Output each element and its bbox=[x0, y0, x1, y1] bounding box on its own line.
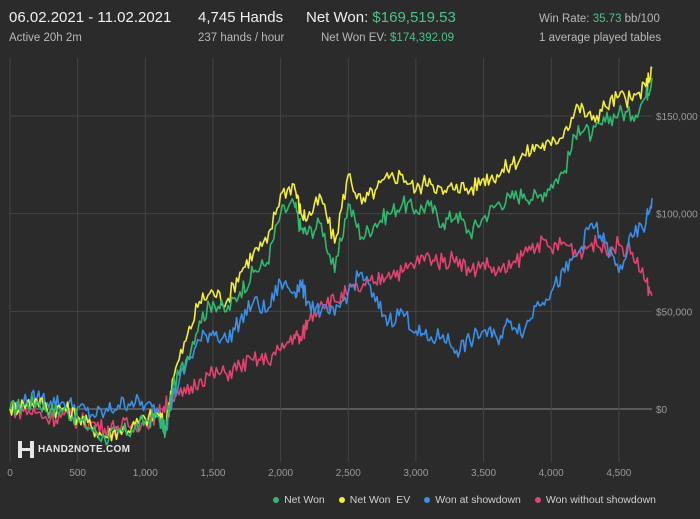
win-rate-unit: bb/100 bbox=[621, 13, 660, 25]
legend-item-won-at-showdown[interactable]: Won at showdown bbox=[424, 494, 521, 506]
y-tick-label: $150,000 bbox=[656, 112, 698, 123]
hands-count: 4,745 Hands bbox=[198, 9, 284, 26]
x-tick-label: 3,000 bbox=[403, 468, 428, 479]
legend-label-net-won: Net Won bbox=[284, 494, 325, 506]
x-tick-label: 0 bbox=[7, 468, 13, 479]
net-won-label: Net Won: bbox=[306, 9, 373, 26]
net-won-ev-value: $174,392.09 bbox=[390, 32, 454, 44]
win-rate: Win Rate: 35.73 bb/100 bbox=[539, 13, 660, 25]
series-won-at-showdown bbox=[9, 197, 653, 435]
legend-label-won-at-showdown: Won at showdown bbox=[435, 494, 521, 506]
net-won-ev-label: Net Won EV: bbox=[321, 32, 391, 44]
net-won-ev: Net Won EV: $174,392.09 bbox=[321, 32, 454, 44]
hand2note-watermark: HAND2NOTE.COM bbox=[18, 441, 130, 458]
hand2note-logo-icon bbox=[18, 441, 34, 458]
legend-label-net-won-ev: Net Won EV bbox=[349, 494, 411, 506]
x-tick-label: 2,500 bbox=[336, 468, 361, 479]
legend-dot-net-won-ev bbox=[338, 497, 345, 503]
net-won-value: $169,519.53 bbox=[372, 9, 456, 26]
summary-header: 06.02.2021 - 11.02.2021 Active 20h 2m 4,… bbox=[0, 0, 700, 58]
legend-item-net-won-ev[interactable]: Net Won EV bbox=[338, 494, 411, 506]
x-tick-label: 1,500 bbox=[200, 468, 225, 479]
legend-dot-net-won bbox=[273, 497, 280, 503]
x-tick-label: 500 bbox=[69, 468, 86, 479]
x-tick-label: 3,500 bbox=[471, 468, 496, 479]
date-range: 06.02.2021 - 11.02.2021 bbox=[9, 9, 172, 26]
win-rate-label: Win Rate: bbox=[539, 13, 593, 25]
legend-item-won-without-showdown[interactable]: Won without showdown bbox=[534, 494, 656, 506]
x-tick-label: 4,000 bbox=[539, 468, 564, 479]
series-won-without-showdown bbox=[9, 234, 653, 438]
win-rate-value: 35.73 bbox=[592, 13, 622, 25]
x-tick-label: 4,500 bbox=[606, 468, 631, 479]
x-tick-label: 1,000 bbox=[133, 468, 158, 479]
legend-item-net-won[interactable]: Net Won bbox=[273, 494, 325, 506]
series-net-won-ev bbox=[9, 66, 653, 442]
y-tick-label: $50,000 bbox=[656, 307, 693, 318]
legend-dot-won-at-showdown bbox=[424, 497, 431, 503]
y-tick-label: $0 bbox=[656, 405, 668, 416]
hands-per-hour: 237 hands / hour bbox=[198, 32, 285, 44]
series-net-won bbox=[9, 77, 653, 446]
legend-dot-won-without-showdown bbox=[534, 497, 541, 503]
net-won: Net Won: $169,519.53 bbox=[306, 9, 456, 26]
x-tick-label: 2,000 bbox=[268, 468, 293, 479]
series-lines bbox=[9, 66, 653, 446]
tables-played: 1 average played tables bbox=[539, 32, 662, 44]
y-axis-labels: $0 $50,000 $100,000 $150,000 bbox=[656, 112, 698, 416]
active-duration: Active 20h 2m bbox=[9, 32, 82, 44]
watermark-text: HAND2NOTE.COM bbox=[38, 444, 131, 455]
y-tick-label: $100,000 bbox=[656, 210, 698, 221]
legend-label-won-without-showdown: Won without showdown bbox=[545, 494, 656, 506]
x-axis-labels: 0 500 1,000 1,500 2,000 2,500 3,000 3,500 4,000 4… bbox=[7, 468, 632, 479]
chart-legend: Net Won Net Won EV Won at showdown Won w… bbox=[273, 494, 656, 506]
